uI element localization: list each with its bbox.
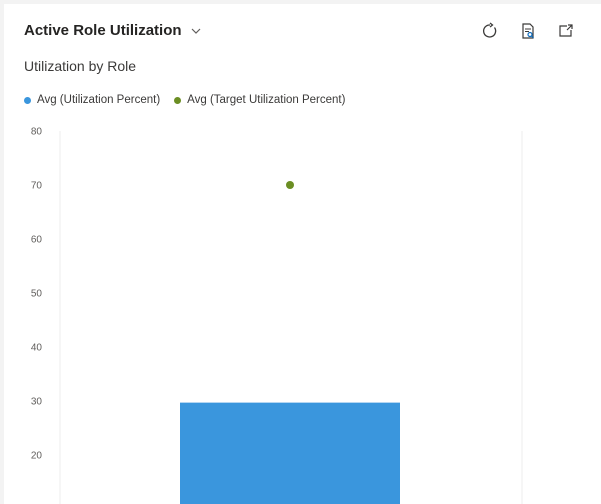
chart-actions xyxy=(479,20,577,42)
chart-title: Active Role Utilization xyxy=(24,22,182,39)
chart-card: Active Role Utilization Ut xyxy=(4,4,601,504)
y-tick-label: 30 xyxy=(31,397,43,408)
chart-plot: 80 70 60 50 40 30 20 xyxy=(31,127,523,504)
expand-icon[interactable] xyxy=(555,20,577,42)
legend-item-target[interactable]: Avg (Target Utilization Percent) xyxy=(174,94,345,106)
bar-utilization[interactable] xyxy=(180,402,400,504)
refresh-icon[interactable] xyxy=(479,20,501,42)
y-tick-label: 40 xyxy=(31,343,43,354)
y-tick-label: 60 xyxy=(31,235,43,246)
view-records-icon[interactable] xyxy=(517,20,539,42)
title-row: Active Role Utilization xyxy=(24,22,202,39)
legend-marker-utilization xyxy=(24,96,31,104)
chart-legend: Avg (Utilization Percent) Avg (Target Ut… xyxy=(24,94,345,106)
y-tick-label: 80 xyxy=(31,127,43,138)
legend-item-utilization[interactable]: Avg (Utilization Percent) xyxy=(24,94,160,106)
y-tick-label: 20 xyxy=(31,451,43,462)
legend-label-target: Avg (Target Utilization Percent) xyxy=(187,94,346,106)
y-tick-label: 70 xyxy=(31,181,43,192)
legend-marker-target xyxy=(174,96,182,104)
y-tick-label: 50 xyxy=(31,289,43,300)
legend-label-utilization: Avg (Utilization Percent) xyxy=(37,94,161,106)
chevron-down-icon[interactable] xyxy=(190,25,202,37)
chart-subtitle: Utilization by Role xyxy=(24,58,137,74)
point-target-utilization[interactable] xyxy=(286,181,294,189)
